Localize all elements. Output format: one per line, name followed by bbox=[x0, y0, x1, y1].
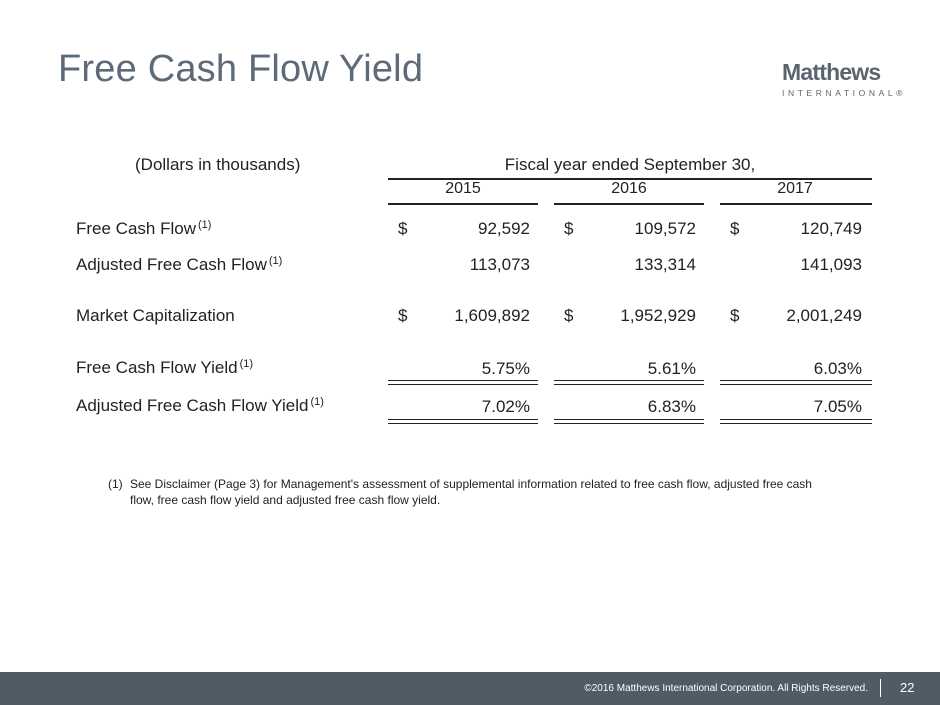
logo-subtitle: INTERNATIONAL® bbox=[782, 88, 907, 98]
currency-symbol: $ bbox=[564, 219, 574, 238]
year-header-2015: 2015 bbox=[445, 180, 481, 197]
double-underline bbox=[388, 380, 538, 385]
double-underline bbox=[554, 419, 704, 424]
value-cell: 7.05% bbox=[813, 397, 862, 416]
value-cell: 7.02% bbox=[481, 397, 530, 416]
currency-symbol: $ bbox=[730, 306, 740, 325]
page-number: 22 bbox=[900, 680, 915, 695]
year-underline-2015 bbox=[388, 203, 538, 205]
currency-symbol: $ bbox=[564, 306, 574, 325]
footnote-marker: (1) bbox=[268, 255, 283, 267]
copyright-text: ©2016 Matthews International Corporation… bbox=[584, 683, 868, 694]
footnote: (1) See Disclaimer (Page 3) for Manageme… bbox=[108, 476, 828, 508]
row-label-text: Adjusted Free Cash Flow Yield bbox=[76, 396, 309, 415]
value-cell: 120,749 bbox=[800, 219, 862, 238]
company-logo: Matthews INTERNATIONAL® bbox=[782, 60, 902, 98]
logo-wordmark: Matthews bbox=[782, 59, 881, 85]
value-cell: 2,001,249 bbox=[786, 306, 862, 325]
double-underline bbox=[554, 380, 704, 385]
value-cell: 1,609,892 bbox=[454, 306, 530, 325]
footer-bar: ©2016 Matthews International Corporation… bbox=[0, 672, 940, 705]
value-cell: 5.61% bbox=[647, 359, 696, 378]
year-underline-2017 bbox=[720, 203, 872, 205]
value-cell: 92,592 bbox=[478, 219, 530, 238]
period-underline bbox=[388, 178, 872, 180]
row-label-text: Free Cash Flow Yield bbox=[76, 358, 238, 377]
value-cell: 5.75% bbox=[481, 359, 530, 378]
period-label: Fiscal year ended September 30, bbox=[504, 155, 756, 174]
page-title: Free Cash Flow Yield bbox=[58, 48, 424, 90]
row-label-adjusted-free-cash-flow: Adjusted Free Cash Flow (1) bbox=[76, 255, 282, 275]
row-label-free-cash-flow-yield: Free Cash Flow Yield (1) bbox=[76, 358, 253, 378]
value-cell: 141,093 bbox=[800, 255, 862, 274]
value-cell: 6.83% bbox=[647, 397, 696, 416]
currency-symbol: $ bbox=[398, 306, 408, 325]
footnote-marker: (1) bbox=[310, 396, 324, 408]
value-cell: 133,314 bbox=[634, 255, 696, 274]
double-underline bbox=[388, 419, 538, 424]
row-label-adjusted-free-cash-flow-yield: Adjusted Free Cash Flow Yield (1) bbox=[76, 396, 324, 416]
year-underline-2016 bbox=[554, 203, 704, 205]
value-cell: 6.03% bbox=[813, 359, 862, 378]
footnote-number: (1) bbox=[108, 477, 123, 491]
year-header-2017: 2017 bbox=[777, 180, 813, 197]
row-label-text: Adjusted Free Cash Flow bbox=[76, 255, 267, 274]
units-label: (Dollars in thousands) bbox=[135, 155, 301, 174]
row-label-market-capitalization: Market Capitalization bbox=[76, 306, 235, 326]
footnote-marker: (1) bbox=[197, 219, 212, 231]
currency-symbol: $ bbox=[398, 219, 408, 238]
row-label-free-cash-flow: Free Cash Flow (1) bbox=[76, 219, 211, 239]
double-underline bbox=[720, 419, 872, 424]
currency-symbol: $ bbox=[730, 219, 740, 238]
row-label-text: Free Cash Flow bbox=[76, 219, 196, 238]
value-cell: 1,952,929 bbox=[620, 306, 696, 325]
value-cell: 109,572 bbox=[634, 219, 696, 238]
footnote-marker: (1) bbox=[239, 358, 254, 370]
value-cell: 113,073 bbox=[469, 255, 530, 274]
year-header-2016: 2016 bbox=[611, 180, 647, 197]
footnote-text: See Disclaimer (Page 3) for Management's… bbox=[130, 477, 812, 507]
row-label-text: Market Capitalization bbox=[76, 306, 235, 325]
footer-divider bbox=[880, 679, 881, 697]
double-underline bbox=[720, 380, 872, 385]
